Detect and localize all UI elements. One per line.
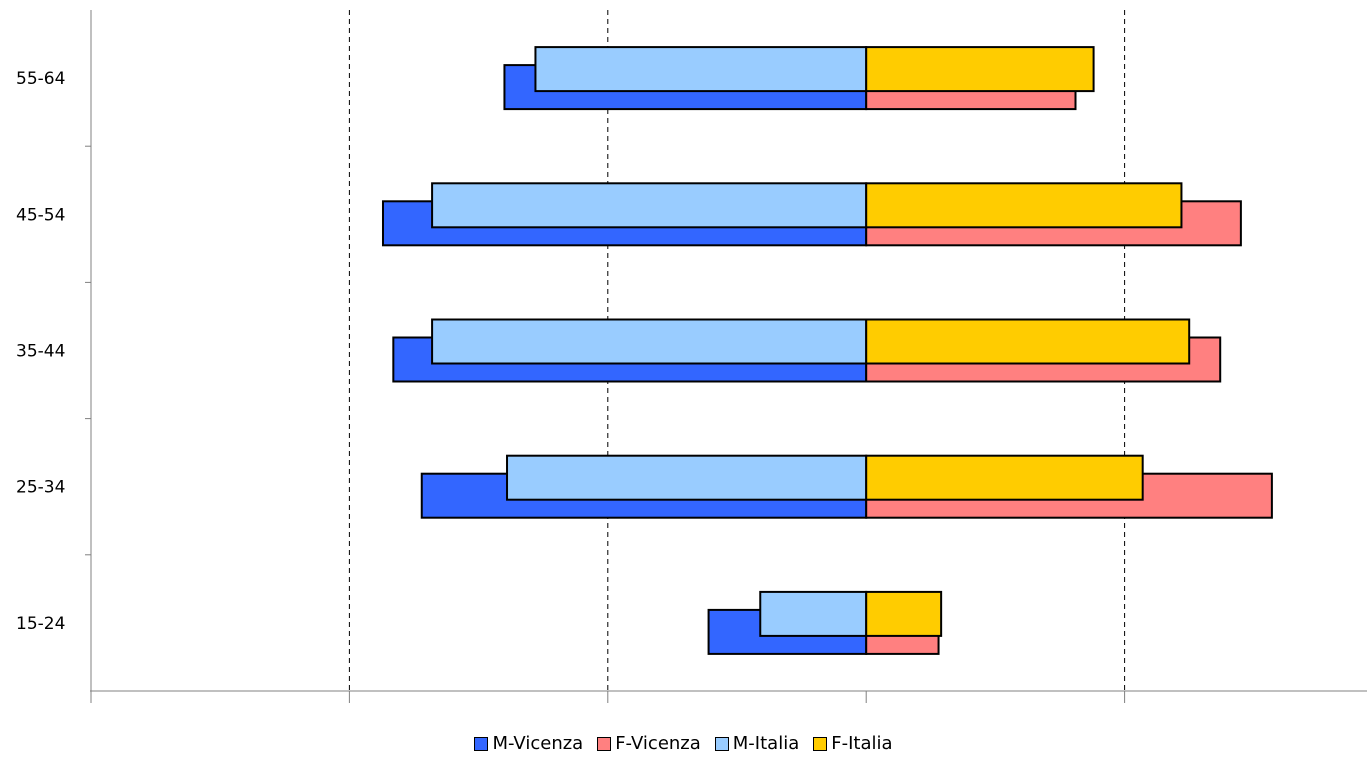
legend-swatch-f-vicenza bbox=[597, 736, 612, 751]
category-label: 45-54 bbox=[16, 205, 65, 225]
legend-label-f-italia: F-Italia bbox=[831, 733, 893, 754]
bar-m-italia bbox=[759, 590, 868, 637]
bar-f-italia bbox=[865, 46, 1095, 93]
bar-m-italia bbox=[431, 318, 868, 365]
legend-swatch-m-vicenza bbox=[474, 736, 489, 751]
legend-label-f-vicenza: F-Vicenza bbox=[615, 733, 701, 754]
legend-item-m-italia: M-Italia bbox=[714, 733, 800, 754]
category-label: 35-44 bbox=[16, 342, 65, 362]
bar-m-italia bbox=[534, 46, 868, 93]
legend-item-f-vicenza: F-Vicenza bbox=[597, 733, 701, 754]
bar-f-italia bbox=[865, 182, 1183, 229]
category-label: 25-34 bbox=[16, 478, 65, 498]
legend-label-m-italia: M-Italia bbox=[732, 733, 800, 754]
bar-m-italia bbox=[431, 182, 868, 229]
axes bbox=[85, 10, 1367, 703]
bar-f-italia bbox=[865, 318, 1191, 365]
bar-f-italia bbox=[865, 590, 943, 637]
bars bbox=[381, 46, 1273, 655]
legend-swatch-m-italia bbox=[714, 736, 729, 751]
legend: M-Vicenza F-Vicenza M-Italia F-Italia bbox=[0, 733, 1367, 754]
category-labels: 15-24 25-34 35-44 45-54 55-64 bbox=[16, 69, 65, 634]
category-label: 55-64 bbox=[16, 69, 65, 89]
grid-lines bbox=[348, 10, 1126, 691]
category-label: 15-24 bbox=[16, 614, 65, 634]
legend-label-m-vicenza: M-Vicenza bbox=[492, 733, 584, 754]
bar-f-italia bbox=[865, 454, 1144, 501]
legend-item-f-italia: F-Italia bbox=[813, 733, 893, 754]
legend-item-m-vicenza: M-Vicenza bbox=[474, 733, 583, 754]
bar-m-italia bbox=[506, 454, 868, 501]
legend-swatch-f-italia bbox=[813, 736, 828, 751]
